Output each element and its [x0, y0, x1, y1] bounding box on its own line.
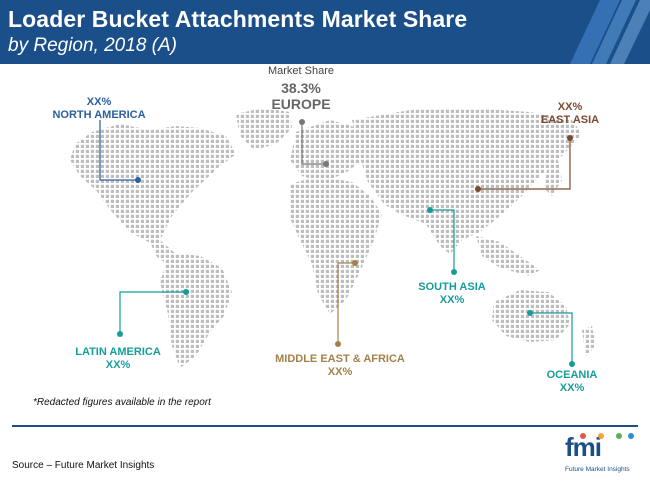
region-label-south-asia: SOUTH ASIA XX%	[412, 281, 492, 307]
logo-dots-icon	[580, 433, 634, 439]
world-dot-map	[70, 108, 596, 368]
fmi-logo: fmi Future Market Insights	[565, 432, 645, 478]
region-label-east-asia: XX% EAST ASIA	[530, 101, 610, 127]
banner-stripes	[570, 0, 650, 64]
region-label-oceania: OCEANIA XX%	[532, 369, 612, 395]
header-banner: Loader Bucket Attachments Market Share b…	[0, 0, 650, 64]
marker-middle-east-africa	[335, 260, 358, 347]
redacted-note: *Redacted figures available in the repor…	[33, 397, 211, 408]
marker-latin-america	[117, 289, 189, 337]
footer-divider	[12, 425, 638, 427]
region-name: NORTH AMERICA	[52, 109, 146, 121]
marker-east-asia	[475, 135, 573, 192]
marker-oceania	[527, 310, 575, 367]
region-value: XX%	[557, 101, 583, 113]
region-name: MIDDLE EAST & AFRICA	[275, 353, 405, 365]
region-value: XX%	[86, 96, 112, 108]
region-label-north-america: XX% NORTH AMERICA	[44, 96, 154, 122]
region-label-middle-east-africa: MIDDLE EAST & AFRICA XX%	[270, 353, 410, 379]
region-label-latin-america: LATIN AMERICA XX%	[66, 346, 170, 372]
marker-north-america	[99, 120, 141, 183]
region-value-europe: 38.3%	[281, 80, 321, 96]
region-name: OCEANIA	[546, 369, 598, 381]
market-share-label: Market Share	[267, 65, 335, 77]
region-name: SOUTH ASIA	[418, 281, 486, 293]
marker-south-asia	[427, 207, 457, 275]
logo-subtext: Future Market Insights	[565, 466, 630, 473]
source-text: Source – Future Market Insights	[12, 460, 155, 471]
region-value: XX%	[439, 294, 465, 306]
region-name: LATIN AMERICA	[75, 346, 161, 358]
page-title: Loader Bucket Attachments Market Share	[8, 6, 468, 32]
region-name: EAST ASIA	[540, 114, 600, 126]
marker-europe	[299, 119, 329, 167]
region-value: XX%	[105, 359, 131, 371]
region-value: XX%	[559, 382, 585, 394]
page-subtitle: by Region, 2018 (A)	[8, 35, 177, 56]
region-name-europe: EUROPE	[271, 96, 331, 112]
region-value: XX%	[327, 366, 353, 378]
